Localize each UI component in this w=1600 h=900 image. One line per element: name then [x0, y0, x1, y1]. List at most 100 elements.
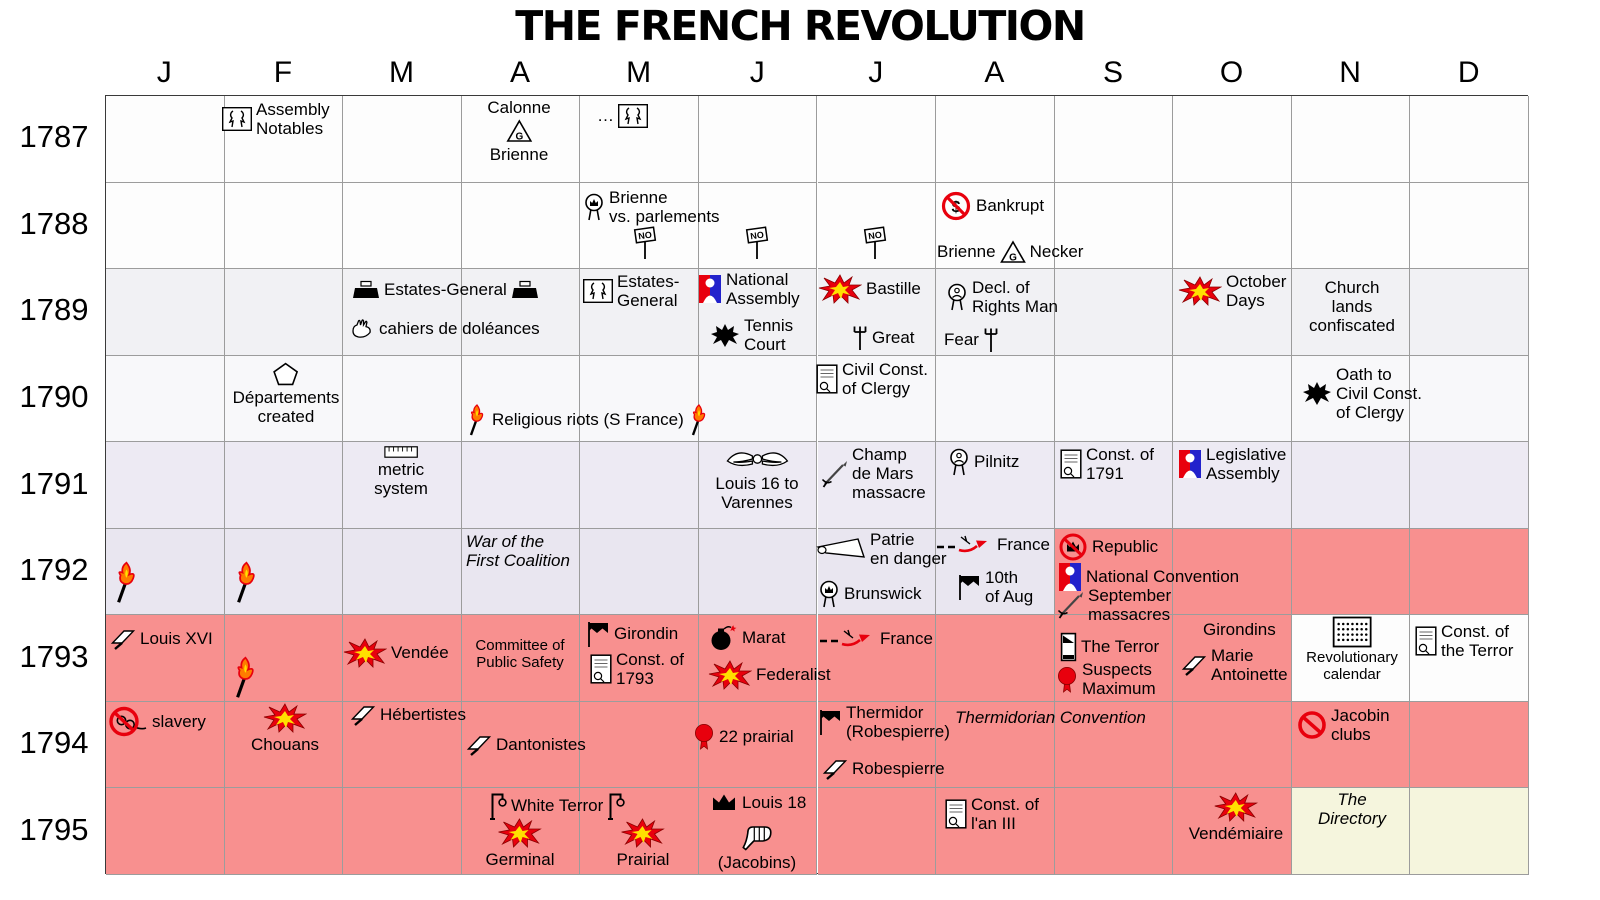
event-brunswick-manifesto: Brunswick	[818, 580, 921, 608]
event-invasion-of-france-1792: France	[935, 534, 1050, 556]
guillotine-razor-icon	[466, 734, 492, 756]
grid-cell-1795-7	[817, 788, 937, 875]
event-label: Revolutionary calendar	[1306, 649, 1398, 683]
event-robespierre-executed: Robespierre	[822, 758, 945, 780]
event-revolutionary-calendar: Revolutionary calendar	[1306, 616, 1398, 684]
event-label: White Terror	[511, 796, 604, 816]
grid-cell-1789-8	[936, 269, 1055, 356]
grid-cell-1789-12	[1410, 269, 1529, 356]
grid-cell-1791-11	[1291, 442, 1411, 529]
event-national-convention: National Convention	[1058, 562, 1239, 592]
month-label-4: A	[510, 56, 531, 89]
calendar-icon	[1332, 616, 1372, 648]
constitution-document-icon	[816, 364, 838, 394]
torch-icon	[688, 403, 710, 437]
event-committee-public-safety: Committee of Public Safety	[475, 637, 564, 672]
event-bankrupt: $Bankrupt	[940, 190, 1044, 222]
event-tenth-of-august: 10th of Aug	[957, 568, 1033, 606]
grid-cell-1795-12	[1410, 788, 1529, 875]
minister-change-icon: G	[999, 240, 1026, 264]
assembly-figure-icon	[698, 274, 722, 304]
assembly-figure-icon	[1058, 562, 1082, 592]
event-label: Patrie en danger	[870, 530, 947, 569]
event-label: Brienne vs. parlements	[609, 188, 720, 227]
grid-cell-1793-7	[817, 615, 937, 702]
month-label-9: S	[1102, 56, 1123, 89]
torch-icon	[466, 403, 488, 437]
event-label: Federalist	[756, 665, 831, 685]
event-label: Bankrupt	[976, 196, 1045, 216]
event-declaration-rights-of-man: Decl. of Rights Man	[946, 278, 1058, 316]
event-patrie-en-danger: Patrie en danger	[816, 530, 947, 568]
grid-cell-1790-8	[936, 355, 1055, 443]
event-label: Brienne	[489, 145, 549, 165]
grid-cell-1795-1	[106, 788, 225, 875]
protest-no-sign-icon: NO	[633, 226, 657, 260]
event-civil-constitution-clergy: Civil Const. of Clergy	[816, 360, 928, 398]
svg-text:NO: NO	[638, 230, 653, 242]
grid-cell-1790-5	[580, 355, 699, 443]
timeline-grid	[105, 95, 1529, 875]
grid-cell-1788-6	[698, 182, 818, 270]
grid-cell-1793-8	[936, 615, 1055, 702]
event-church-lands-confiscated: Church lands confiscated	[1309, 278, 1395, 335]
event-calonne-to-brienne: Calonne G Brienne	[487, 98, 550, 164]
event-national-assembly: National Assembly	[698, 270, 800, 308]
sword-icon	[1056, 591, 1084, 619]
year-label-1794: 1794	[19, 725, 89, 761]
event-torch-feb-1792	[232, 560, 261, 605]
event-torch-jan-1792	[112, 560, 141, 605]
grid-cell-1787-12	[1410, 96, 1529, 183]
event-october-days: October Days	[1178, 272, 1286, 310]
event-label: Const. of 1791	[1086, 445, 1155, 484]
svg-text:G: G	[1009, 253, 1017, 264]
event-cahiers-de-doleances: cahiers de doléances	[349, 318, 540, 340]
constitution-document-icon	[1060, 449, 1082, 479]
grid-cell-1787-3	[343, 96, 462, 183]
torch-big-icon	[231, 655, 260, 700]
event-label: Tennis Court	[744, 316, 794, 355]
event-louis-18: Louis 18	[710, 793, 806, 812]
grid-cell-1792-11	[1291, 528, 1411, 616]
event-war-of-first-coalition: War of the First Coalition	[466, 532, 570, 570]
grid-cell-1788-1	[106, 182, 225, 270]
grid-cell-1795-3	[343, 788, 462, 875]
event-label: Const. of l'an III	[971, 795, 1040, 834]
grid-cell-1794-10	[1173, 701, 1292, 789]
guillotine-razor-icon	[822, 758, 848, 780]
sword-icon	[820, 460, 848, 488]
talking-heads-icon	[222, 107, 252, 132]
event-girondins-executed: Girondins	[1203, 620, 1276, 639]
event-label: The Terror	[1081, 637, 1160, 657]
event-label: cahiers de doléances	[379, 319, 540, 339]
event-assembly-of-notables: Assembly Notables	[222, 100, 330, 138]
month-label-11: N	[1339, 56, 1361, 89]
month-label-12: D	[1457, 56, 1480, 89]
month-label-2: F	[273, 56, 293, 89]
event-label: National Convention	[1086, 567, 1240, 587]
grid-cell-1790-4	[461, 355, 581, 443]
grid-cell-1793-4	[461, 615, 581, 702]
assembly-figure-icon	[1178, 449, 1202, 479]
ballot-box-icon	[352, 280, 380, 300]
grid-cell-1794-11	[1291, 701, 1411, 789]
event-religious-riots: Religious riots (S France)	[466, 403, 710, 437]
prohibition-icon	[1297, 710, 1327, 740]
event-label: slavery	[152, 711, 206, 731]
event-federalist-revolt: Federalist	[708, 660, 831, 690]
oath-burst-icon	[710, 323, 740, 348]
grid-cell-1795-11	[1291, 788, 1411, 875]
grid-cell-1792-4	[461, 528, 581, 616]
grid-cell-1790-10	[1173, 355, 1292, 443]
black-flag-icon	[818, 708, 842, 736]
event-label: Vendémiaire	[1188, 824, 1284, 843]
event-jacobins-repressed: (Jacobins)	[718, 820, 796, 872]
event-pillnitz: Pilnitz	[948, 448, 1019, 476]
grid-cell-1794-8	[936, 701, 1055, 789]
talking-heads-icon	[583, 279, 613, 304]
event-label: Estates-General	[384, 280, 507, 300]
grid-cell-1794-9	[1054, 701, 1174, 789]
event-the-terror: The Terror	[1060, 632, 1159, 662]
year-label-1788: 1788	[19, 205, 89, 241]
